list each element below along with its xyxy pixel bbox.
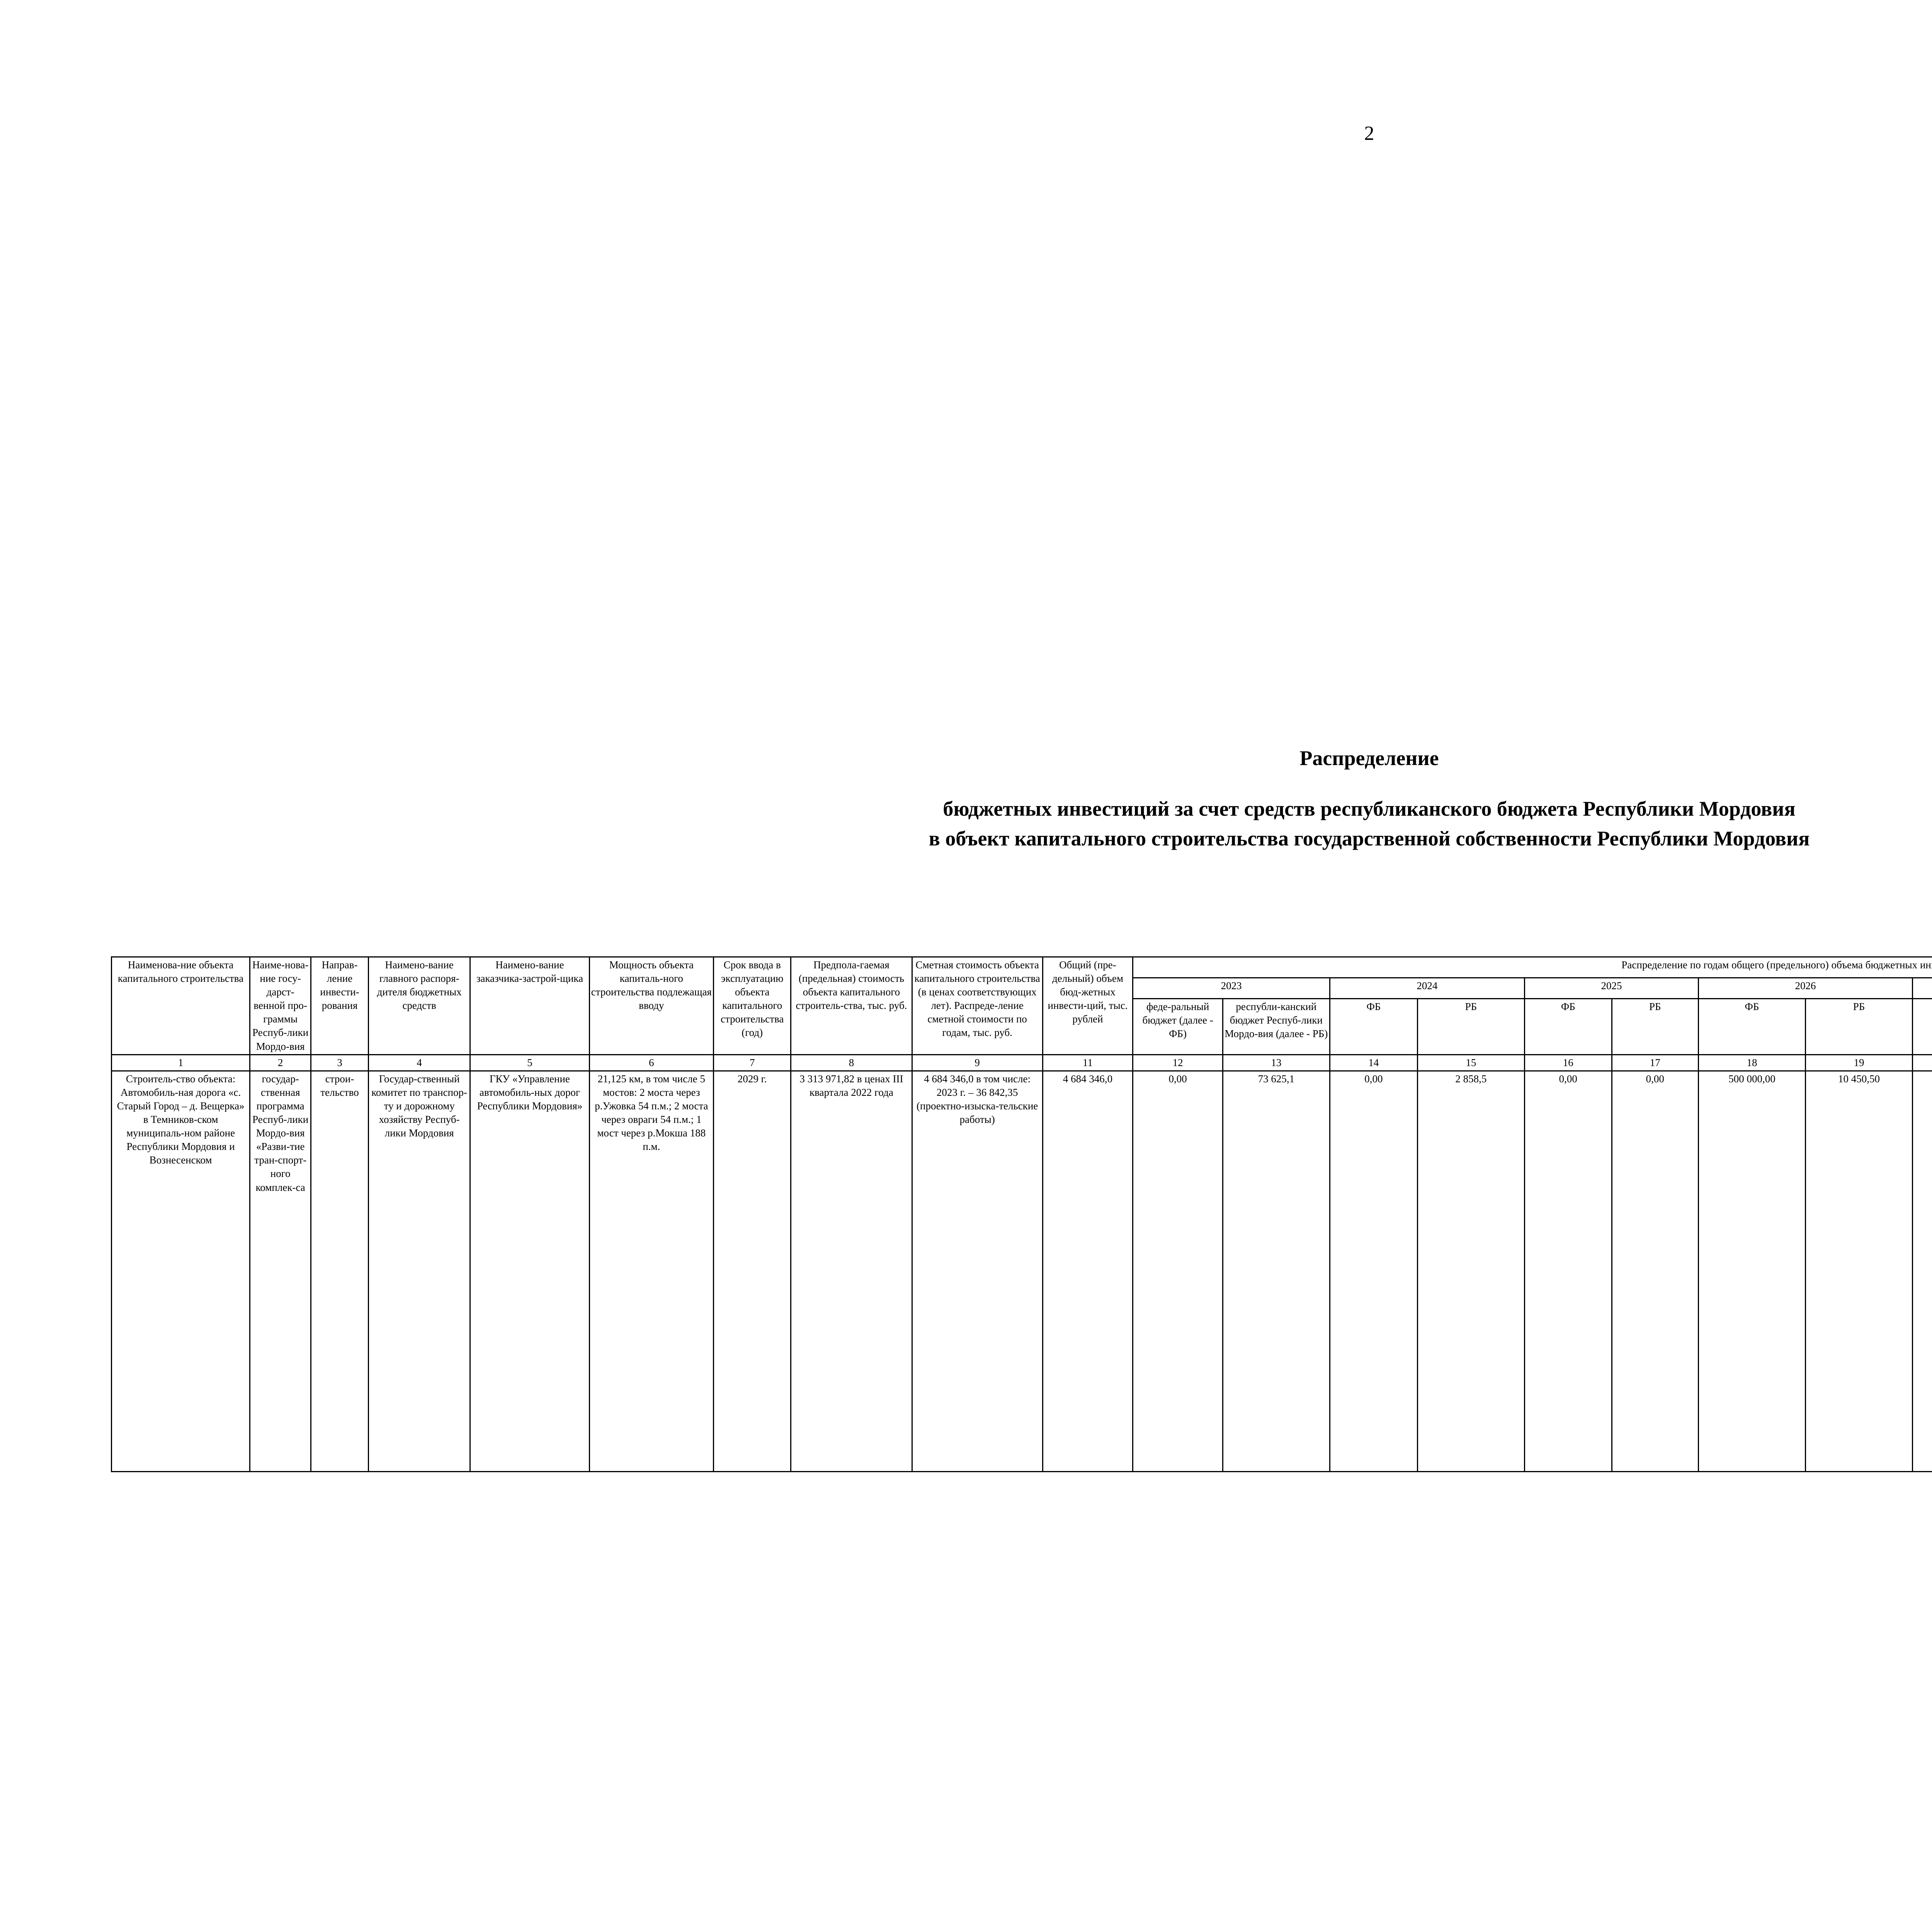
colnum-16: 16 xyxy=(1524,1054,1612,1071)
approval-line-8: от 26 декабря 2025 г. № 979) xyxy=(1645,451,1932,485)
colnum-6: 6 xyxy=(588,1054,714,1071)
colnum-3: 3 xyxy=(310,1054,369,1071)
cell-2024-rb: 2 858,5 xyxy=(1417,1070,1525,1472)
table-header-row-1: Наименова-ние объекта капитального строи… xyxy=(111,956,1932,1055)
cell-main-manager: Государ-ственный комитет по транспор-ту … xyxy=(367,1070,471,1472)
th-total-investments: Общий (пре-дельный) объем бюд-жетных инв… xyxy=(1042,956,1134,1055)
colnum-18: 18 xyxy=(1697,1054,1806,1071)
cell-state-program: государ-ственная программа Респуб-лики М… xyxy=(249,1070,312,1472)
th-main-manager: Наимено-вание главного распоря-дителя бю… xyxy=(367,956,471,1055)
colnum-17: 17 xyxy=(1611,1054,1699,1071)
th-year-2025: 2025 xyxy=(1524,977,1699,1000)
th-commissioning-year: Срок ввода в эксплуатацию объекта капита… xyxy=(713,956,792,1055)
th-year-2023: 2023 xyxy=(1132,977,1330,1000)
th-object-name: Наименова-ние объекта капитального строи… xyxy=(111,956,251,1055)
cell-object-name: Строитель-ство объекта: Автомобиль-ная д… xyxy=(111,1070,251,1472)
colnum-14: 14 xyxy=(1329,1054,1418,1071)
th-2026-fb: ФБ xyxy=(1697,998,1806,1055)
table-row: Строитель-ство объекта: Автомобиль-ная д… xyxy=(111,1070,1932,1472)
th-year-2024: 2024 xyxy=(1329,977,1525,1000)
approval-line-1: «Утверждено xyxy=(1645,214,1932,248)
th-2023-rb: республи-канский бюджет Респуб-лики Морд… xyxy=(1222,998,1330,1055)
cell-2027-fb: 2 000 000,00 xyxy=(1912,1070,1932,1472)
th-customer-builder: Наимено-вание заказчика-застрой-щика xyxy=(469,956,590,1055)
cell-2023-rb: 73 625,1 xyxy=(1222,1070,1330,1472)
document-heading: Распределение xyxy=(1299,747,1439,770)
th-year-2026: 2026 xyxy=(1697,977,1913,1000)
cell-2023-fb: 0,00 xyxy=(1132,1070,1223,1472)
investment-distribution-table: Наименова-ние объекта капитального строи… xyxy=(111,956,1932,1472)
colnum-1: 1 xyxy=(111,1054,251,1071)
approval-line-3: Республики Мордовия xyxy=(1645,282,1932,316)
cell-investment-direction: строи-тельство xyxy=(310,1070,369,1472)
colnum-4: 4 xyxy=(367,1054,471,1071)
cell-estimated-limit-cost: 3 313 971,82 в ценах III квартала 2022 г… xyxy=(790,1070,913,1472)
table-header-row-years: 2023 2024 2025 2026 2027 2028 2029 xyxy=(112,977,1932,1000)
th-2025-rb: РБ xyxy=(1611,998,1699,1055)
colnum-2: 2 xyxy=(249,1054,312,1071)
colnum-20: 20 xyxy=(1912,1054,1932,1071)
th-estimate-cost: Сметная стоимость объекта капитального с… xyxy=(911,956,1043,1055)
colnum-9: 9 xyxy=(911,1054,1043,1071)
th-distribution-title: Распределение по годам общего (предельно… xyxy=(1132,956,1932,979)
cell-total-investments: 4 684 346,0 xyxy=(1042,1070,1134,1472)
th-estimated-limit-cost: Предпола-гаемая (предельная) стоимость о… xyxy=(790,956,913,1055)
th-2026-rb: РБ xyxy=(1804,998,1913,1055)
colnum-19: 19 xyxy=(1804,1054,1913,1071)
cell-2026-rb: 10 450,50 xyxy=(1804,1070,1913,1472)
cell-2025-rb: 0,00 xyxy=(1611,1070,1699,1472)
cell-customer-builder: ГКУ «Управление автомобиль-ных дорог Рес… xyxy=(469,1070,590,1472)
th-investment-direction: Направ-ление инвести-рования xyxy=(310,956,369,1055)
page-number: 2 xyxy=(1364,122,1374,145)
table-grid: Наименова-ние объекта капитального строи… xyxy=(111,956,1932,1472)
approval-line-5: (изложено в редакции xyxy=(1645,350,1932,383)
colnum-7: 7 xyxy=(713,1054,792,1071)
cell-estimate-cost: 4 684 346,0 в том числе: 2023 г. – 36 84… xyxy=(911,1070,1043,1472)
approval-line-7: Республики Мордовия xyxy=(1645,417,1932,451)
approval-line-4: от 26 сентября 2022 г. № 654 xyxy=(1645,316,1932,349)
th-state-program: Наиме-нова-ние госу-дарст-венной про-гра… xyxy=(249,956,312,1055)
colnum-8: 8 xyxy=(790,1054,913,1071)
table-column-number-row: 1 2 3 4 5 6 7 8 9 11 12 13 14 15 16 17 1… xyxy=(111,1054,1932,1071)
document-subtitle-line-2: в объект капитального строительства госу… xyxy=(929,827,1810,850)
cell-2025-fb: 0,00 xyxy=(1524,1070,1612,1472)
approval-line-2: постановлением Правительства xyxy=(1645,248,1932,282)
colnum-11: 11 xyxy=(1042,1054,1134,1071)
th-capacity: Мощность объекта капиталь-ного строитель… xyxy=(588,956,714,1055)
th-2023-fb: феде-ральный бюджет (далее - ФБ) xyxy=(1132,998,1223,1055)
th-2024-fb: ФБ xyxy=(1329,998,1418,1055)
th-2024-rb: РБ xyxy=(1417,998,1525,1055)
th-2027-fb: ФБ xyxy=(1912,998,1932,1055)
colnum-15: 15 xyxy=(1417,1054,1525,1071)
document-subtitle-line-1: бюджетных инвестиций за счет средств рес… xyxy=(943,797,1796,820)
cell-2024-fb: 0,00 xyxy=(1329,1070,1418,1472)
colnum-12: 12 xyxy=(1132,1054,1223,1071)
document-subtitle: бюджетных инвестиций за счет средств рес… xyxy=(0,794,1932,853)
cell-2026-fb: 500 000,00 xyxy=(1697,1070,1806,1472)
colnum-13: 13 xyxy=(1222,1054,1330,1071)
approval-line-6: постановления Правительства xyxy=(1645,383,1932,417)
table-header-row-budget: феде-ральный бюджет (далее - ФБ) республ… xyxy=(112,998,1932,1055)
cell-capacity: 21,125 км, в том числе 5 мостов: 2 моста… xyxy=(588,1070,714,1472)
th-year-2027: 2027 xyxy=(1912,977,1932,1000)
colnum-5: 5 xyxy=(469,1054,590,1071)
th-2025-fb: ФБ xyxy=(1524,998,1612,1055)
cell-commissioning-year: 2029 г. xyxy=(713,1070,792,1472)
approval-block: «Утверждено постановлением Правительства… xyxy=(1645,214,1932,485)
